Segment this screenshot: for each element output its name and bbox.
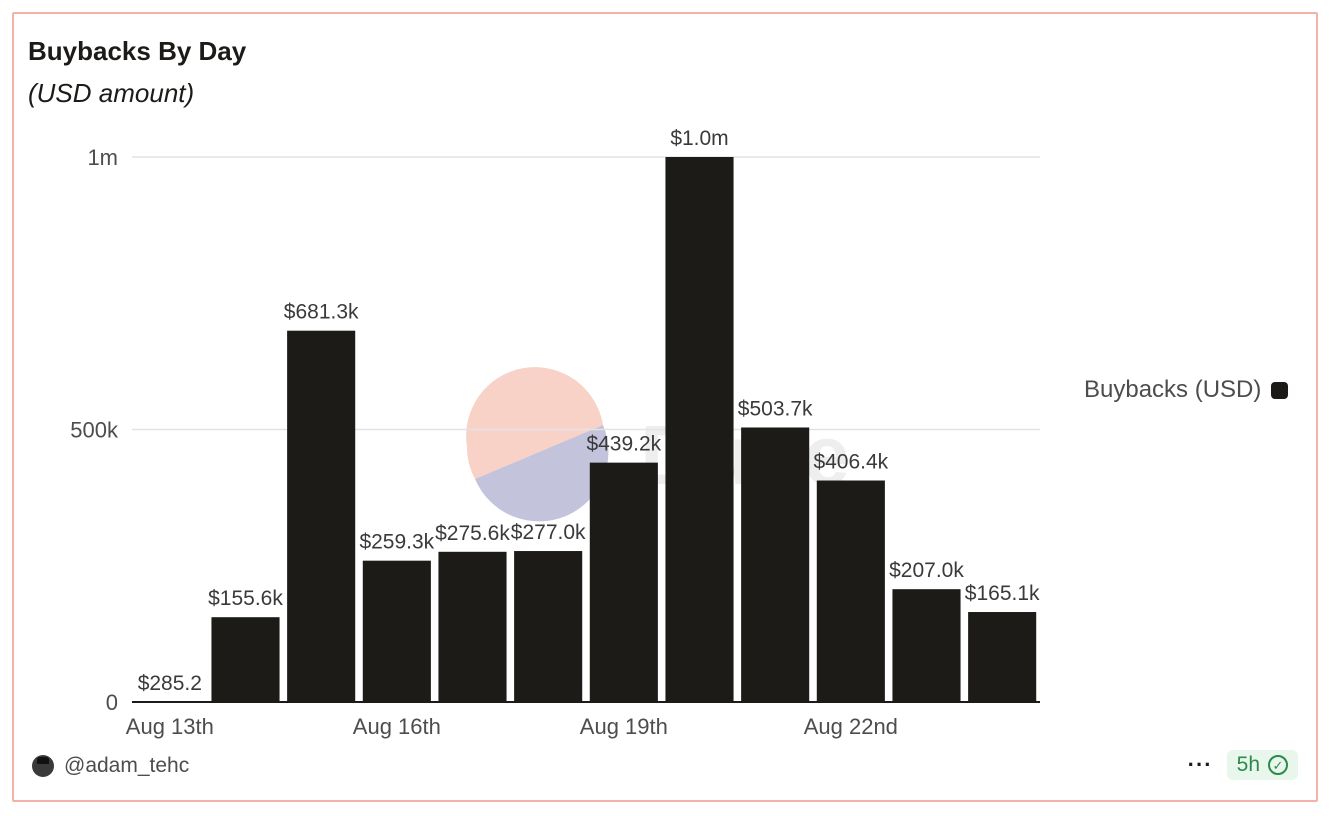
bar-value-label: $1.0m	[670, 127, 728, 150]
verified-check-icon: ✓	[1268, 755, 1288, 775]
bar-value-label: $439.2k	[586, 433, 661, 456]
x-tick-label: Aug 16th	[353, 714, 441, 739]
x-tick-label: Aug 22nd	[804, 714, 898, 739]
bar-value-label: $406.4k	[813, 451, 888, 474]
bar	[741, 427, 810, 702]
bar	[892, 589, 961, 702]
more-options-icon[interactable]: ···	[1187, 752, 1213, 777]
bar-chart: Dune0500k1m$285.2$155.6k$681.3k$259.3k$2…	[70, 127, 1040, 739]
bar	[514, 551, 583, 702]
chart-title: Buybacks By Day	[28, 36, 247, 66]
avatar	[32, 755, 54, 777]
bar-value-label: $259.3k	[359, 531, 434, 554]
legend-swatch	[1271, 381, 1289, 399]
y-tick-label: 0	[106, 690, 118, 715]
legend-label: Buybacks (USD)	[1084, 376, 1262, 403]
bar-value-label: $207.0k	[889, 559, 964, 582]
bar	[211, 617, 280, 702]
bar-value-label: $503.7k	[738, 397, 813, 420]
bar-value-label: $275.6k	[435, 522, 510, 545]
bar-value-label: $165.1k	[965, 582, 1040, 605]
bar	[968, 612, 1037, 702]
bar	[438, 551, 507, 702]
author-name: @adam_tehc	[64, 754, 190, 777]
legend[interactable]: Buybacks (USD)	[1084, 376, 1289, 404]
refresh-badge[interactable]: 5h ✓	[1226, 750, 1298, 780]
chart-card: Buybacks By Day (USD amount) Dune0500k1m…	[12, 12, 1318, 802]
y-tick-label: 500k	[70, 418, 119, 443]
bar-value-label: $285.2	[138, 672, 202, 695]
x-tick-label: Aug 13th	[126, 714, 214, 739]
bar-value-label: $277.0k	[511, 521, 586, 544]
author-info[interactable]: @adam_tehc	[32, 754, 189, 778]
x-tick-label: Aug 19th	[580, 714, 668, 739]
bar	[665, 157, 734, 702]
bar	[287, 330, 356, 702]
bar-value-label: $155.6k	[208, 587, 283, 610]
footer-actions: ··· 5h ✓	[1188, 750, 1298, 780]
chart-subtitle: (USD amount)	[28, 78, 195, 108]
refresh-age: 5h	[1236, 753, 1260, 776]
bar	[362, 560, 431, 702]
bar	[816, 480, 885, 702]
y-tick-label: 1m	[87, 145, 118, 170]
bar	[589, 462, 658, 702]
bar-value-label: $681.3k	[284, 301, 359, 324]
